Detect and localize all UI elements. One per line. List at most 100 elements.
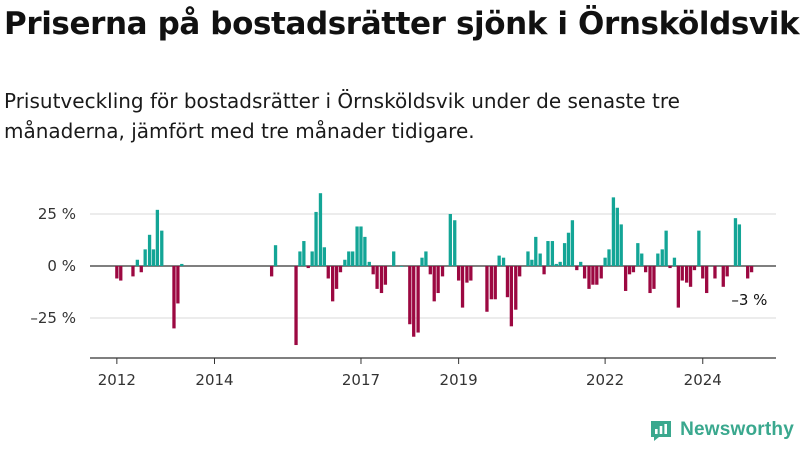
bar (489, 266, 493, 300)
bar (652, 266, 656, 289)
bar (338, 266, 343, 273)
bar (139, 266, 143, 273)
bar (749, 266, 754, 273)
bar (526, 251, 530, 266)
bar (318, 193, 323, 266)
bar (582, 266, 587, 279)
bar (733, 218, 738, 266)
bar (664, 230, 668, 266)
bar (375, 266, 379, 289)
bar (298, 251, 302, 266)
bar (465, 266, 469, 283)
bar (424, 251, 428, 266)
bar (595, 266, 599, 285)
x-tick-label: 2014 (195, 371, 233, 389)
bar (538, 253, 542, 266)
bar (509, 266, 514, 327)
x-tick-label: 2017 (342, 371, 380, 389)
bar (440, 266, 445, 277)
bar (428, 266, 432, 275)
bar (399, 266, 404, 267)
bar (155, 209, 160, 266)
bar (680, 266, 684, 281)
bar (643, 266, 648, 273)
x-tick-label: 2022 (586, 371, 624, 389)
bar (176, 266, 180, 304)
bar (636, 243, 640, 266)
bar (363, 236, 367, 266)
bar (497, 255, 501, 266)
bar (383, 266, 388, 285)
bar (131, 266, 135, 277)
bar (160, 230, 164, 266)
y-tick-label: 0 % (47, 257, 76, 275)
bar (448, 214, 452, 266)
bar (701, 266, 705, 279)
bar (322, 247, 327, 266)
bar (456, 266, 461, 281)
bar (721, 266, 725, 287)
bar (355, 226, 359, 266)
bar (334, 266, 339, 289)
bars (115, 193, 754, 346)
bar (115, 266, 119, 279)
bar (310, 251, 314, 266)
bar (485, 266, 489, 312)
bar (518, 266, 522, 277)
bar (668, 266, 672, 269)
bar (420, 257, 424, 266)
bar (566, 232, 571, 266)
bar (705, 266, 709, 294)
bar (273, 245, 278, 266)
bar (534, 236, 538, 266)
bar (587, 266, 591, 289)
y-tick-label: –25 % (30, 309, 76, 327)
bar (570, 220, 575, 266)
brand-name: Newsworthy (680, 419, 794, 440)
bar (603, 257, 607, 266)
latest-value-label: –3 % (731, 291, 767, 309)
bar (685, 266, 689, 283)
bar (530, 259, 534, 266)
bar (294, 266, 298, 346)
bar (432, 266, 436, 302)
bar (412, 266, 416, 337)
bar (607, 249, 611, 266)
bar (343, 259, 347, 266)
bar (379, 266, 384, 294)
bar (619, 224, 623, 266)
bar (623, 266, 628, 291)
x-tick-label: 2012 (98, 371, 136, 389)
newsworthy-brand: Newsworthy (649, 418, 794, 442)
bar (656, 253, 660, 266)
bar (359, 226, 363, 266)
x-tick-label: 2019 (440, 371, 478, 389)
axes: 25 % 0 % –25 % 2012 2014 2017 2019 2022 2024 –3 % (30, 205, 776, 389)
bar (542, 266, 546, 275)
bar (575, 266, 579, 271)
bar (627, 266, 632, 275)
bar (713, 266, 717, 279)
bar (469, 266, 473, 281)
bar (326, 266, 330, 279)
bar (554, 263, 558, 266)
bar (546, 241, 550, 266)
y-tick-label: 25 % (38, 205, 76, 223)
bar (143, 249, 147, 266)
bar (408, 266, 412, 325)
bar (591, 266, 595, 285)
bar (615, 207, 619, 266)
bar (135, 259, 140, 266)
x-tick-label: 2024 (684, 371, 722, 389)
chart-title: Priserna på bostadsrätter sjönk i Örnskö… (4, 6, 800, 42)
bar (371, 266, 375, 275)
bar (640, 253, 644, 266)
bar (599, 266, 603, 279)
bar (392, 251, 396, 266)
bar (119, 266, 123, 281)
bar (692, 266, 697, 271)
bar (306, 266, 310, 269)
bar (725, 266, 729, 277)
bar (648, 266, 652, 294)
